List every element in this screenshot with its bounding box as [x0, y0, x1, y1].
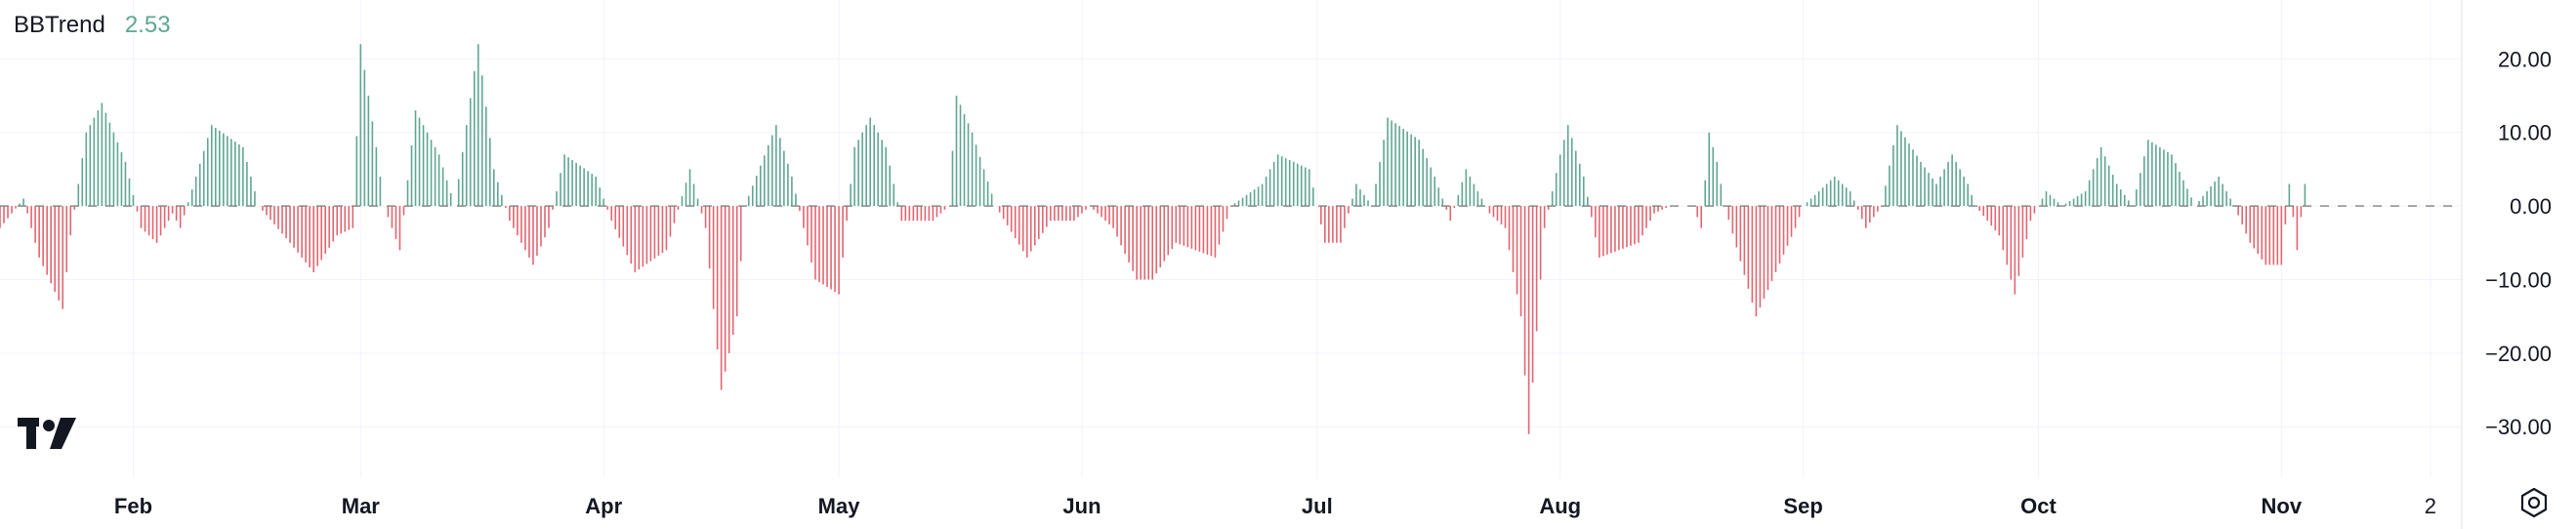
indicator-name: BBTrend: [14, 12, 105, 38]
x-tick-label: Nov: [2262, 494, 2303, 518]
y-tick-label: −20.00: [2485, 342, 2552, 366]
y-tick-label: −30.00: [2485, 415, 2552, 439]
x-tick-label: Apr: [585, 494, 622, 518]
x-tick-label: Sep: [1783, 494, 1822, 518]
indicator-value: 2.53: [124, 12, 171, 38]
y-tick-label: −10.00: [2485, 267, 2552, 292]
x-tick-label: May: [818, 494, 861, 518]
x-tick-label: Mar: [342, 494, 381, 518]
x-tick-label: Jun: [1062, 494, 1101, 518]
grid: [0, 0, 2462, 478]
x-tick-label: Feb: [114, 494, 152, 518]
y-tick-label: 20.00: [2498, 47, 2552, 71]
x-tick-label: Oct: [2020, 494, 2057, 518]
tradingview-logo-icon[interactable]: [18, 418, 76, 451]
price-axis[interactable]: 20.00 10.00 0.00 −10.00 −20.00 −30.00: [2485, 47, 2552, 439]
time-axis[interactable]: Feb Mar Apr May Jun Jul Aug Sep Oct Nov 2: [114, 494, 2436, 518]
x-tick-label: Aug: [1539, 494, 1581, 518]
gear-icon[interactable]: [2518, 487, 2550, 518]
y-tick-label: 0.00: [2510, 194, 2552, 219]
histogram-bars: [0, 44, 2306, 434]
x-tick-label: Jul: [1302, 494, 1333, 518]
x-tick-label: 2: [2425, 494, 2436, 518]
indicator-legend[interactable]: BBTrend 2.53: [14, 12, 171, 39]
y-tick-label: 10.00: [2498, 121, 2552, 145]
